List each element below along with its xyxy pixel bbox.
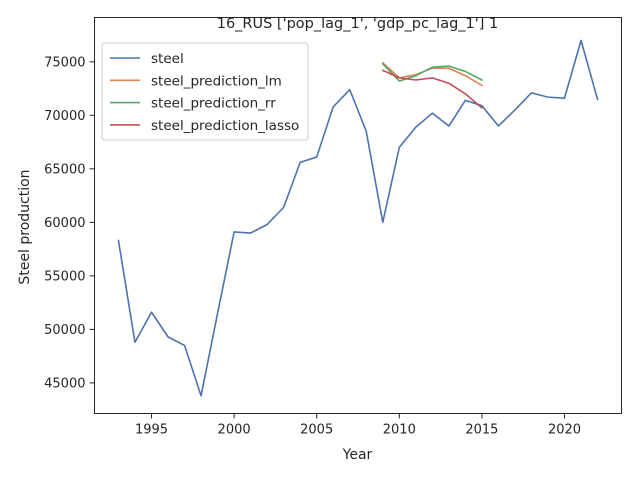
y-tick-label: 75000 (44, 55, 85, 70)
x-axis-label: Year (342, 447, 373, 463)
x-tick-label: 2000 (218, 423, 251, 438)
series-lines (117, 39, 599, 397)
chart-title: 16_RUS ['pop_lag_1', 'gdp_pc_lag_1'] 1 (217, 16, 499, 32)
legend-label: steel_prediction_rr (151, 96, 276, 112)
legend-label: steel (151, 51, 184, 67)
legend: steel steel_prediction_lm steel_prediction… (101, 42, 309, 141)
series-line-steel-prediction-rr (381, 62, 483, 82)
series-line-steel (117, 39, 599, 397)
series-line-steel-prediction-lasso (381, 69, 484, 109)
y-axis-label: Steel production (17, 169, 33, 284)
axis-ticks: 1995 2000 2005 2010 2015 2020 45000 50000 55000 6… (44, 55, 581, 437)
y-tick-label: 50000 (44, 323, 85, 338)
x-tick-label: 1995 (135, 423, 168, 438)
y-tick-label: 70000 (44, 109, 85, 124)
x-tick-label: 2015 (465, 423, 498, 438)
legend-label: steel_prediction_lm (151, 73, 282, 89)
y-tick-label: 65000 (44, 162, 85, 177)
y-tick-label: 60000 (44, 216, 85, 231)
legend-label: steel_prediction_lasso (151, 118, 299, 134)
y-tick-label: 45000 (44, 376, 85, 391)
y-tick-label: 55000 (44, 269, 85, 284)
x-tick-label: 2010 (383, 423, 416, 438)
plot-frame (94, 17, 622, 414)
legend-frame (101, 42, 309, 141)
series-line-steel-prediction-lm (381, 61, 483, 87)
x-tick-label: 2020 (548, 423, 581, 438)
x-tick-label: 2005 (300, 423, 333, 438)
